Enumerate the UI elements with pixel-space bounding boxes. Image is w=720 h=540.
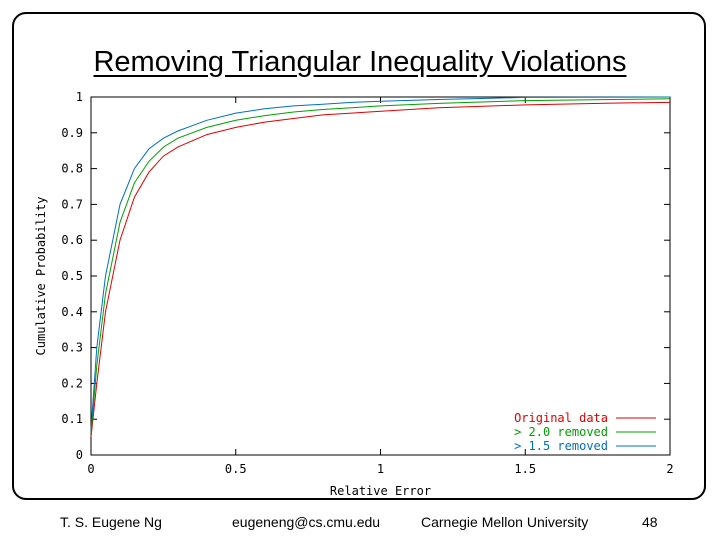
slide-frame xyxy=(12,12,706,500)
x-tick-label: 2 xyxy=(666,462,673,476)
legend-label-0: Original data xyxy=(514,411,608,425)
y-tick-label: 0.2 xyxy=(61,376,83,390)
footer-author: T. S. Eugene Ng xyxy=(60,514,162,530)
footer-institution: Carnegie Mellon University xyxy=(421,514,589,530)
footer-page-number: 48 xyxy=(642,514,658,530)
x-tick-label: 1.5 xyxy=(514,462,536,476)
y-tick-label: 0 xyxy=(76,448,83,462)
series-line-1 xyxy=(90,98,671,434)
y-tick-label: 0.9 xyxy=(61,126,83,140)
legend-label-2: > 1.5 removed xyxy=(514,439,608,453)
series-line-0 xyxy=(90,101,671,438)
y-axis-label: Cumulative Probability xyxy=(34,197,48,356)
series-line-2 xyxy=(90,96,671,430)
y-tick-label: 0.4 xyxy=(61,305,83,319)
x-tick-label: 1 xyxy=(377,462,384,476)
footer-email: eugeneng@cs.cmu.edu xyxy=(232,514,381,530)
plot-area-border xyxy=(90,96,671,456)
y-tick-label: 0.3 xyxy=(61,341,83,355)
x-tick-label: 0.5 xyxy=(225,462,247,476)
x-axis-label: Relative Error xyxy=(330,484,431,498)
legend-label-1: > 2.0 removed xyxy=(514,425,608,439)
y-tick-label: 0.7 xyxy=(61,197,83,211)
y-tick-label: 0.6 xyxy=(61,233,83,247)
x-tick-label: 0 xyxy=(87,462,94,476)
slide-title: Removing Triangular Inequality Violation… xyxy=(93,46,627,78)
y-tick-label: 0.5 xyxy=(61,269,83,283)
y-tick-label: 0.8 xyxy=(61,162,83,176)
y-tick-label: 0.1 xyxy=(61,412,83,426)
y-tick-label: 1 xyxy=(76,90,83,104)
